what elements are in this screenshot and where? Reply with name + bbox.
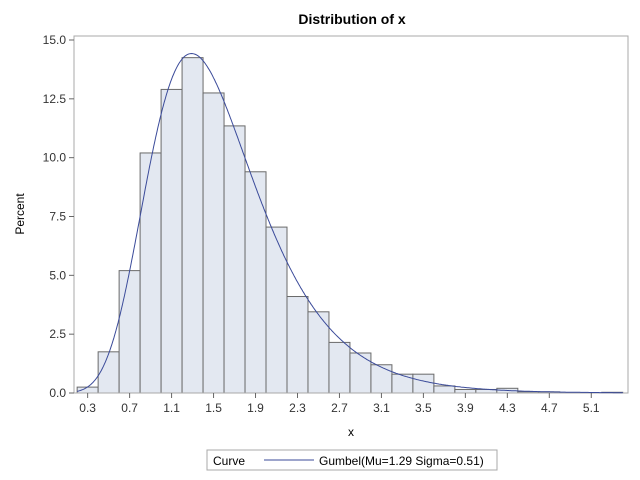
y-tick-label: 2.5 bbox=[49, 327, 66, 341]
histogram-bar bbox=[223, 125, 246, 394]
legend: Curve Gumbel(Mu=1.29 Sigma=0.51) bbox=[206, 449, 498, 471]
x-tick-label: 3.5 bbox=[415, 401, 432, 415]
y-tick-label: 12.5 bbox=[43, 92, 67, 106]
x-tick-label: 3.9 bbox=[457, 401, 474, 415]
x-tick-label: 5.1 bbox=[583, 401, 600, 415]
histogram-bar bbox=[454, 388, 477, 394]
x-tick-label: 1.9 bbox=[247, 401, 264, 415]
y-tick-label: 7.5 bbox=[49, 210, 66, 224]
x-tick-label: 1.1 bbox=[163, 401, 180, 415]
histogram-bar bbox=[265, 226, 288, 394]
gumbel-curve bbox=[76, 52, 623, 394]
histogram-bar bbox=[139, 152, 162, 394]
x-tick-label: 0.3 bbox=[79, 401, 96, 415]
histogram-bar bbox=[286, 296, 309, 394]
x-tick-label: 0.7 bbox=[121, 401, 138, 415]
y-tick-label: 5.0 bbox=[49, 268, 66, 282]
histogram-bar bbox=[160, 88, 183, 394]
x-tick-label: 4.3 bbox=[499, 401, 516, 415]
x-tick-label: 2.7 bbox=[331, 401, 348, 415]
histogram-bar bbox=[97, 351, 120, 394]
histogram-bar bbox=[433, 385, 456, 394]
histogram-bar bbox=[181, 57, 204, 394]
y-tick-label: 10.0 bbox=[43, 151, 67, 165]
y-tick-label: 15.0 bbox=[43, 33, 67, 47]
histogram-bar bbox=[328, 341, 351, 394]
y-axis-label: Percent bbox=[13, 193, 27, 235]
plot-frame bbox=[73, 35, 629, 394]
histogram-bar bbox=[202, 92, 225, 394]
histogram-bar bbox=[118, 270, 141, 394]
legend-entry: Gumbel(Mu=1.29 Sigma=0.51) bbox=[319, 454, 484, 468]
x-tick-label: 4.7 bbox=[541, 401, 558, 415]
x-axis-label: x bbox=[348, 425, 354, 439]
legend-title: Curve bbox=[213, 454, 245, 468]
histogram-bar bbox=[412, 373, 435, 394]
histogram-bar bbox=[349, 352, 372, 394]
histogram-bar bbox=[391, 373, 414, 394]
chart-title: Distribution of x bbox=[298, 11, 406, 27]
x-tick-label: 1.5 bbox=[205, 401, 222, 415]
x-tick-label: 3.1 bbox=[373, 401, 390, 415]
histogram-bar bbox=[370, 364, 393, 394]
y-tick-label: 0.0 bbox=[49, 386, 66, 400]
x-tick-label: 2.3 bbox=[289, 401, 306, 415]
